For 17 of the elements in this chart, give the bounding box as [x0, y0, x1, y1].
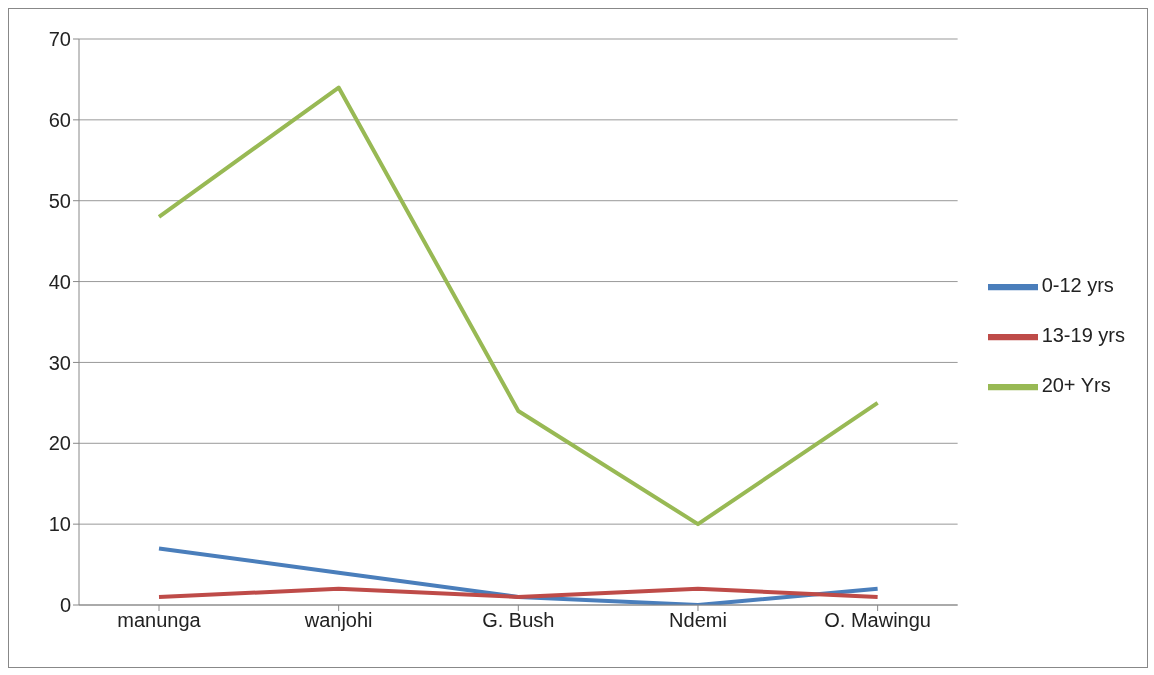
line-series [157, 85, 880, 527]
legend-label: 20+ Yrs [1041, 374, 1111, 397]
legend-label: 13-19 yrs [1041, 324, 1125, 347]
y-tick-label: 30 [48, 351, 71, 374]
x-tick-label: manunga [117, 609, 202, 632]
x-tick-label: wanjohi [303, 609, 373, 632]
y-tick-label: 40 [48, 270, 71, 293]
x-tick-label: O. Mawingu [824, 609, 931, 632]
y-tick-label: 10 [48, 513, 71, 536]
y-tick-label: 50 [48, 189, 71, 212]
legend-label: 0-12 yrs [1041, 274, 1114, 297]
y-tick-label: 0 [59, 594, 71, 617]
y-tick-label: 60 [48, 108, 71, 131]
y-tick-label: 20 [48, 432, 71, 455]
x-tick-label: Ndemi [669, 609, 727, 632]
x-tick-label: G. Bush [482, 609, 555, 632]
y-tick-label: 70 [48, 28, 71, 51]
